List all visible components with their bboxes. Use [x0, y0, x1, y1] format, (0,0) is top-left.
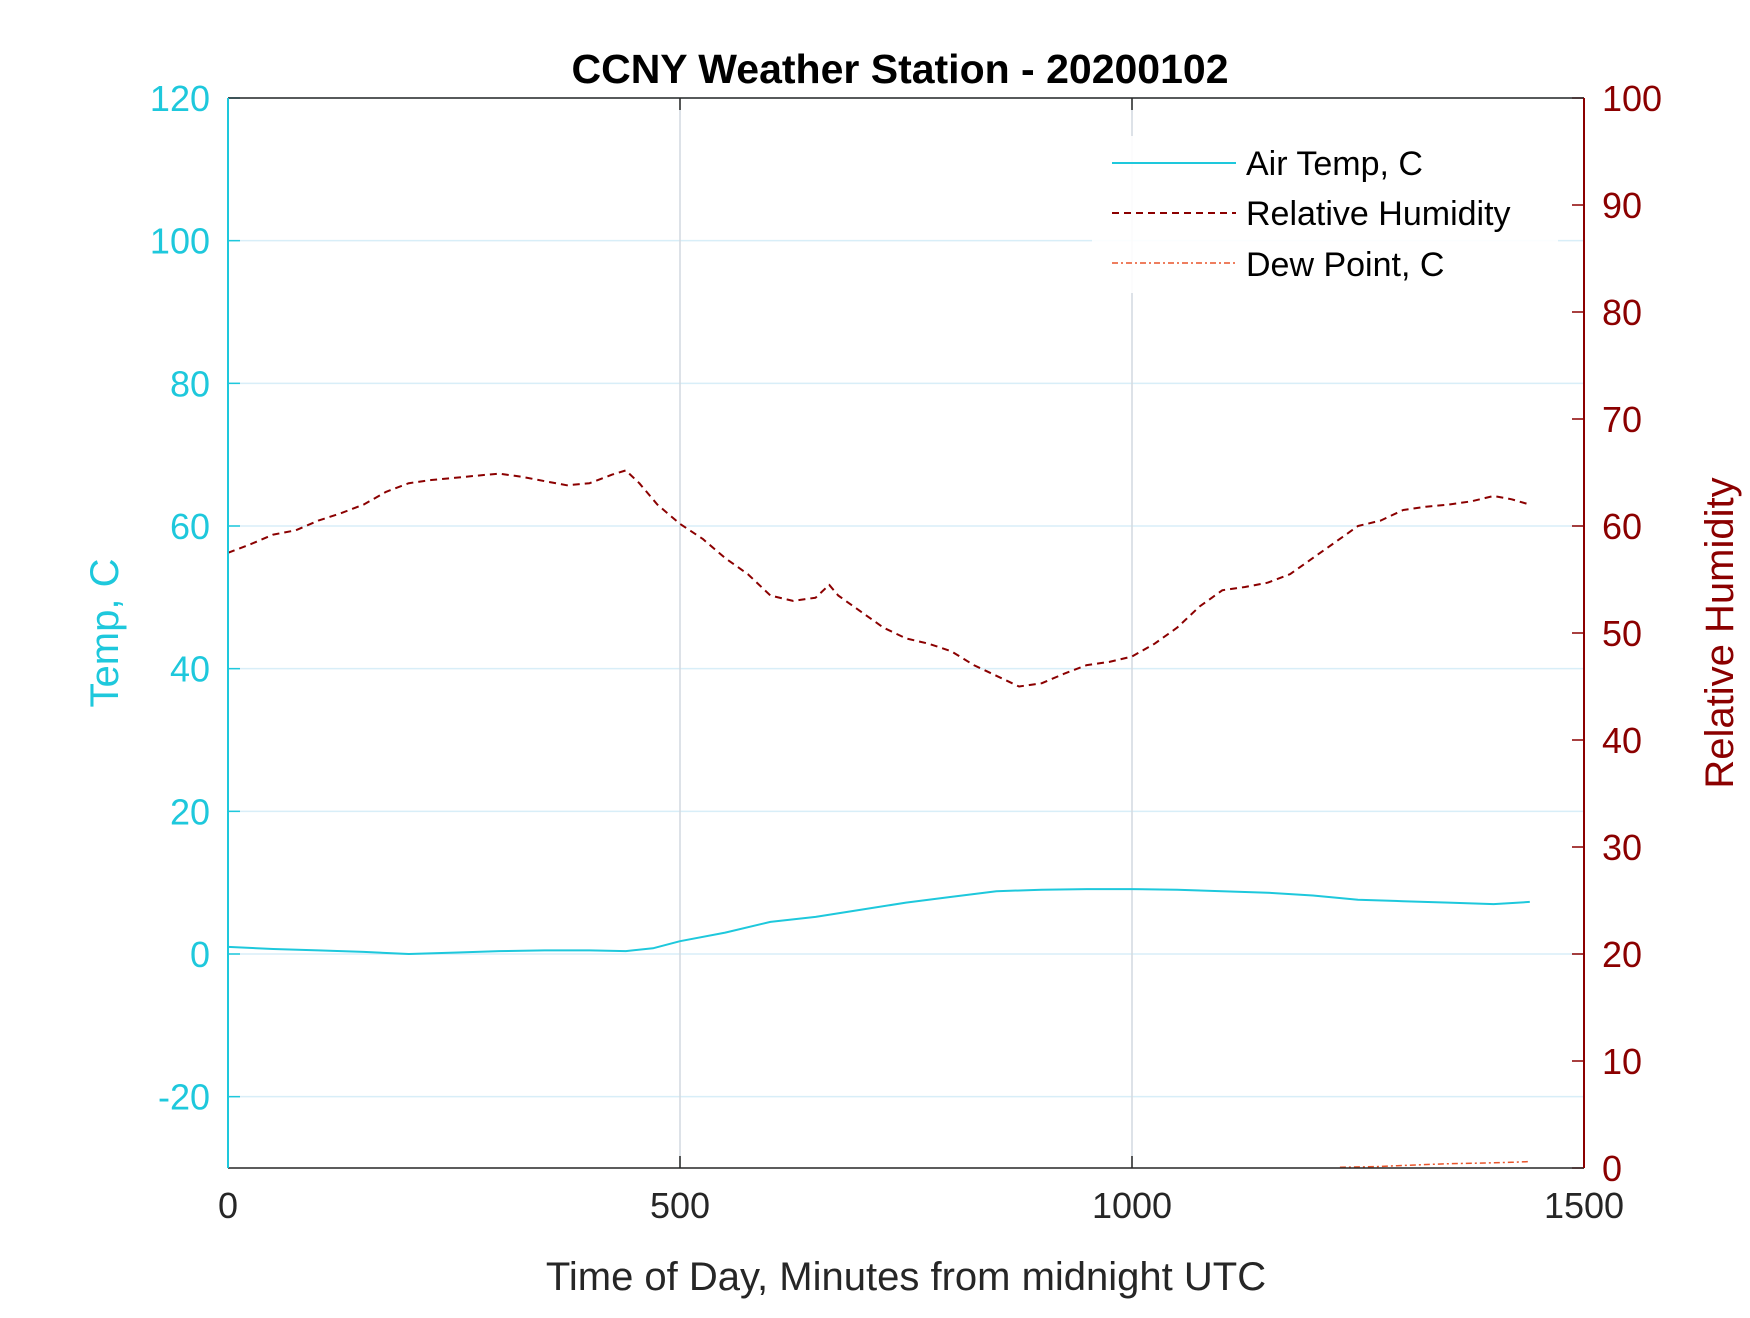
y-right-tick-label: 20 — [1602, 934, 1642, 975]
y-right-tick-label: 70 — [1602, 399, 1642, 440]
series-line-dew-point-c — [1339, 1160, 1530, 1169]
x-tick-label: 500 — [650, 1185, 710, 1226]
y-right-tick-label: 10 — [1602, 1041, 1642, 1082]
series-line-relative-humidity — [227, 469, 1531, 688]
y-left-tick-label: 20 — [170, 791, 210, 832]
series-lines — [227, 469, 1531, 1169]
y-left-tick-label: 80 — [170, 363, 210, 404]
y-axis-right-label: Relative Humidity — [1698, 477, 1742, 788]
y-right-tick-label: 80 — [1602, 292, 1642, 333]
y-left-tick-label: 60 — [170, 506, 210, 547]
x-tick-label: 1000 — [1092, 1185, 1172, 1226]
axes — [227, 97, 1585, 1169]
y-left-tick-label: 120 — [150, 78, 210, 119]
x-axis-label: Time of Day, Minutes from midnight UTC — [546, 1255, 1266, 1299]
y-left-tick-label: 0 — [190, 934, 210, 975]
y-right-tick-label: 0 — [1602, 1148, 1622, 1189]
y-axis-left-label: Temp, C — [83, 559, 127, 708]
y-right-tick-label: 60 — [1602, 506, 1642, 547]
x-tick-label: 0 — [218, 1185, 238, 1226]
y-right-tick-label: 100 — [1602, 78, 1662, 119]
y-right-tick-label: 50 — [1602, 613, 1642, 654]
y-left-tick-label: 100 — [150, 221, 210, 262]
legend: Air Temp, C Relative Humidity Dew Point,… — [1092, 136, 1558, 293]
legend-label-relative-humidity: Relative Humidity — [1246, 195, 1511, 233]
y-right-tick-label: 40 — [1602, 720, 1642, 761]
x-tick-label: 1500 — [1544, 1185, 1624, 1226]
chart-title: CCNY Weather Station - 20200102 — [571, 46, 1228, 92]
y-left-tick-label: 40 — [170, 649, 210, 690]
y-left-tick-label: -20 — [158, 1077, 210, 1118]
y-right-tick-label: 90 — [1602, 185, 1642, 226]
y-right-tick-label: 30 — [1602, 827, 1642, 868]
series-line-air-temp-c — [227, 888, 1530, 955]
legend-label-air-temp: Air Temp, C — [1246, 145, 1423, 183]
legend-label-dew-point: Dew Point, C — [1246, 246, 1444, 284]
